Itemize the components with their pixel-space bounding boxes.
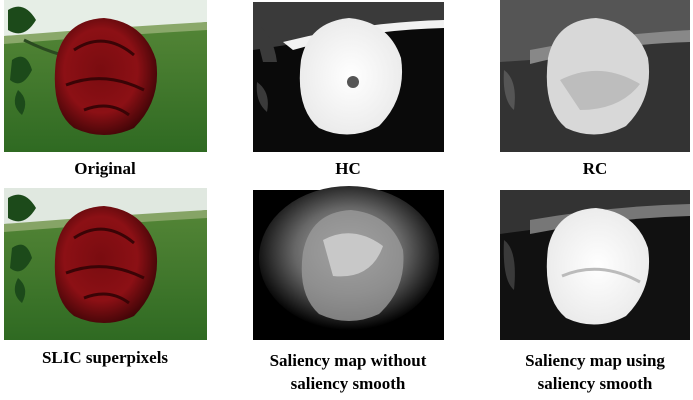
- caption: SLIC superpixels: [42, 348, 168, 367]
- figure: Original HC RC SLIC superpixels Saliency map…: [0, 0, 693, 400]
- caption: Saliency map without: [270, 351, 427, 370]
- image-original: [4, 0, 207, 152]
- caption: HC: [335, 159, 361, 178]
- image-rc: [500, 0, 690, 152]
- image-saliency-with-smooth: [500, 190, 690, 340]
- caption: Saliency map using: [525, 351, 665, 370]
- image-hc: [253, 2, 444, 152]
- caption: saliency smooth: [291, 374, 406, 393]
- image-slic: [4, 188, 207, 340]
- caption: saliency smooth: [538, 374, 653, 393]
- caption: RC: [583, 159, 608, 178]
- image-saliency-without-smooth: [253, 186, 444, 340]
- caption: Original: [74, 159, 136, 178]
